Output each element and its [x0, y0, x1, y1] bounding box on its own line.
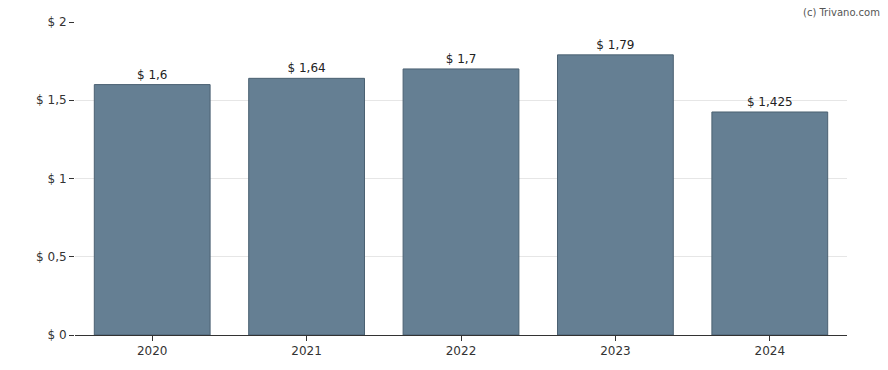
svg-text:$ 1: $ 1 — [48, 172, 67, 186]
svg-text:$ 1,79: $ 1,79 — [596, 38, 634, 52]
svg-text:(c) Trivano.com: (c) Trivano.com — [803, 7, 880, 18]
svg-text:2024: 2024 — [755, 344, 786, 358]
svg-text:2023: 2023 — [600, 344, 631, 358]
svg-text:$ 0,5: $ 0,5 — [36, 250, 67, 264]
svg-text:$ 2: $ 2 — [48, 15, 67, 29]
svg-text:$ 1,64: $ 1,64 — [288, 61, 326, 75]
svg-text:$ 1,425: $ 1,425 — [747, 95, 793, 109]
svg-text:$ 1,7: $ 1,7 — [446, 52, 477, 66]
svg-text:2020: 2020 — [137, 344, 168, 358]
svg-text:2021: 2021 — [291, 344, 322, 358]
svg-text:$ 1,5: $ 1,5 — [36, 93, 67, 107]
svg-text:$ 1,6: $ 1,6 — [137, 68, 168, 82]
svg-text:$ 0: $ 0 — [48, 328, 67, 342]
svg-text:2022: 2022 — [446, 344, 477, 358]
